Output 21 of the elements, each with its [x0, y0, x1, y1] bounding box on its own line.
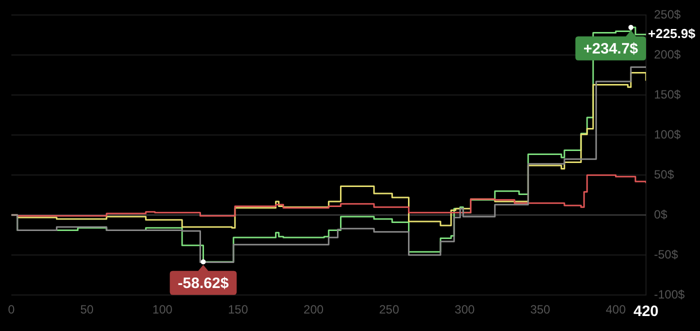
x-tick-label: 300 [454, 302, 475, 317]
y-tick-label: 250$ [654, 8, 682, 22]
x-tick-label: 100 [152, 302, 173, 317]
y-tick-label: 100$ [654, 127, 682, 142]
x-tick-label: 420 [633, 303, 659, 320]
x-tick-label: 350 [530, 302, 551, 317]
y-tick-label: -50$ [654, 247, 678, 262]
annotation: +234.7$ [583, 40, 639, 58]
y-tick-label: 0$ [654, 207, 668, 222]
y-tick-label: -100$ [654, 287, 686, 302]
y-tick-label: 150$ [654, 87, 682, 102]
x-tick-label: 0 [8, 302, 15, 317]
x-tick-label: 250 [379, 302, 400, 317]
annotation: -58.62$ [178, 275, 230, 292]
y-tick-label: 50$ [654, 167, 674, 182]
y-tick-label: 200$ [654, 47, 682, 62]
x-tick-label: 150 [228, 302, 248, 317]
x-tick-label: 50 [80, 302, 94, 317]
annotation: +225.9$ [648, 26, 696, 42]
x-tick-label: 200 [304, 302, 324, 317]
x-tick-label: 400 [606, 302, 626, 317]
